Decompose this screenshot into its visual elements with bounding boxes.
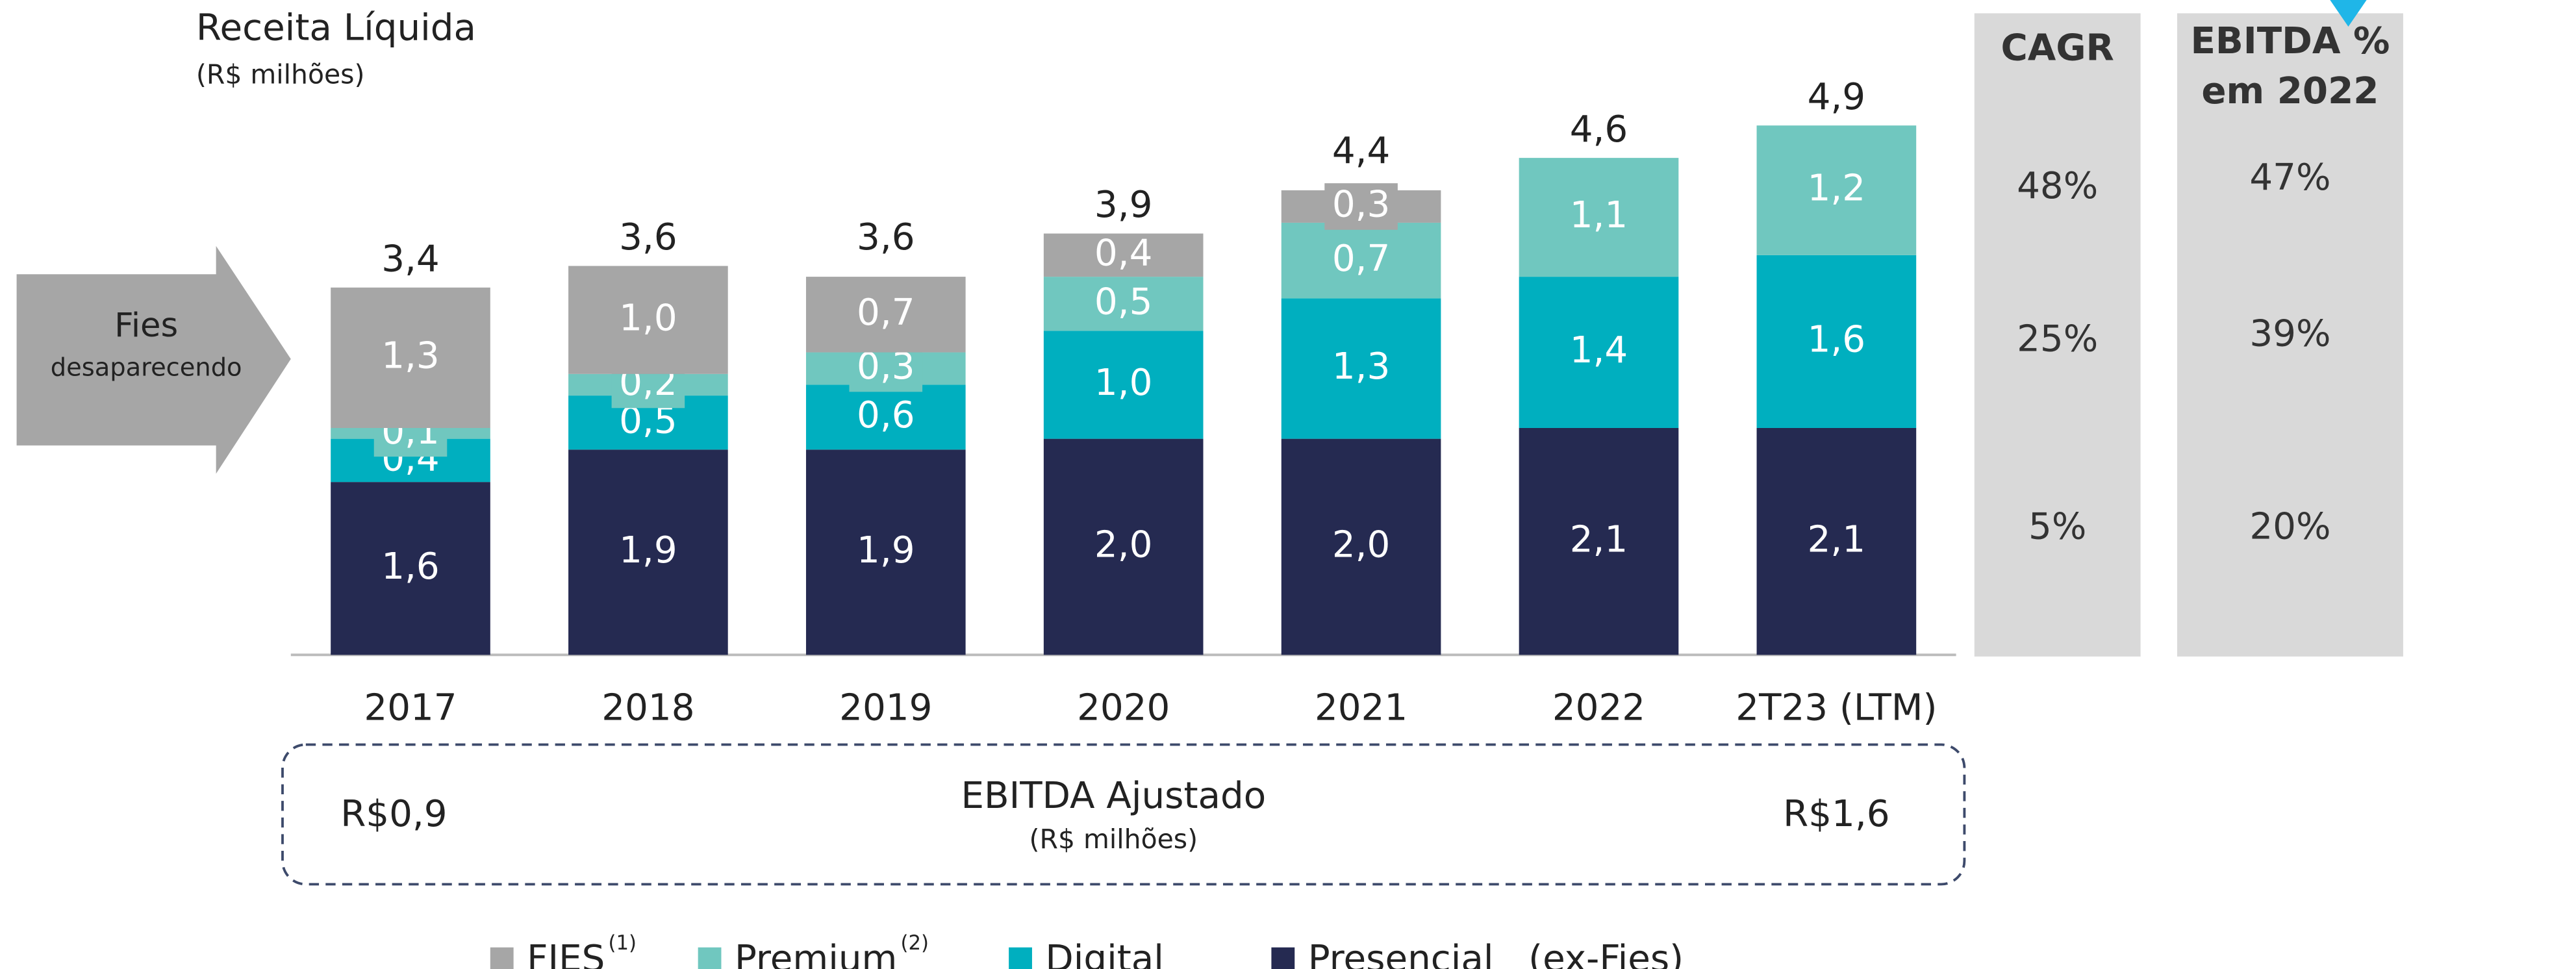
- bar-segment: [805, 277, 966, 353]
- segment-label: 1,9: [857, 529, 915, 572]
- annotation-title: Fies: [114, 307, 178, 345]
- bar-segment: [568, 266, 728, 374]
- bar-segment: [1756, 125, 1917, 255]
- segment-label: 1,1: [1570, 194, 1628, 236]
- segment-label: 0,6: [857, 394, 915, 436]
- legend-swatch: [1009, 947, 1032, 969]
- x-tick-label: 2018: [601, 686, 694, 729]
- segment-label: 1,3: [381, 334, 440, 377]
- segment-label: 1,9: [619, 529, 677, 572]
- legend-swatch: [1271, 947, 1295, 969]
- panel-value: 25%: [2017, 318, 2098, 360]
- segment-label: 0,7: [857, 292, 915, 334]
- annotation-subtitle: desaparecendo: [51, 353, 242, 383]
- bar-segment: [1756, 255, 1917, 428]
- legend-swatch: [698, 947, 722, 969]
- segment-label: 0,5: [1094, 281, 1153, 323]
- total-label: 3,6: [619, 216, 677, 258]
- segment-label: 1,0: [1094, 362, 1153, 404]
- panel-value: 20%: [2249, 505, 2330, 547]
- x-tick-label: 2022: [1552, 686, 1645, 729]
- bar-segment: [1043, 331, 1204, 439]
- fies-arrow: [16, 245, 291, 474]
- bar-segment: [1756, 427, 1917, 655]
- segment-label: 0,3: [857, 346, 915, 388]
- cagr-panel: [1974, 13, 2141, 657]
- panel-value: 47%: [2249, 157, 2330, 199]
- segment-label: 0,4: [1094, 232, 1153, 274]
- bar-segment: [1043, 438, 1204, 655]
- panel-header: em 2022: [2201, 70, 2379, 112]
- x-tick-label: 2017: [364, 686, 457, 729]
- legend-label: FIES: [527, 938, 605, 969]
- bar-segment: [331, 287, 490, 428]
- bar-segment: [1519, 427, 1679, 655]
- chart-title: Receita Líquida: [196, 7, 476, 49]
- ebitda-start: R$0,9: [340, 793, 447, 835]
- x-tick-label: 2T23 (LTM): [1736, 686, 1937, 729]
- segment-label: 1,0: [619, 297, 677, 339]
- bar-segment: [1519, 158, 1679, 277]
- ebitda-panel: [2177, 13, 2403, 657]
- label-bg: [1324, 183, 1398, 230]
- x-tick-label: 2021: [1315, 686, 1408, 729]
- panel-value: 39%: [2249, 313, 2330, 355]
- segment-label: 2,0: [1094, 524, 1153, 566]
- bar-segment: [1281, 438, 1441, 655]
- segment-label: 2,1: [1808, 518, 1866, 560]
- bar-segment: [805, 384, 966, 450]
- panel-value: 5%: [2028, 505, 2086, 547]
- total-label: 3,4: [381, 238, 440, 280]
- bar-segment: [1519, 277, 1679, 428]
- panel-header: CAGR: [2001, 27, 2114, 69]
- bar-segment: [1043, 233, 1204, 277]
- segment-label: 1,4: [1570, 329, 1628, 371]
- x-tick-label: 2019: [839, 686, 932, 729]
- total-label: 4,9: [1808, 76, 1866, 118]
- bar-segment: [331, 482, 490, 655]
- legend-note: (2): [900, 932, 928, 955]
- segment-label: 2,0: [1332, 524, 1391, 566]
- bar-segment: [1281, 222, 1441, 299]
- legend-swatch: [490, 947, 514, 969]
- ebitda-end: R$1,6: [1783, 793, 1889, 835]
- bar-segment: [1281, 298, 1441, 439]
- segment-label: 1,6: [1808, 319, 1866, 361]
- total-label: 3,6: [857, 216, 915, 258]
- segment-label: 0,7: [1332, 238, 1391, 280]
- ebitda-title: EBITDA Ajustado: [961, 775, 1266, 817]
- segment-label: 0,3: [1332, 184, 1391, 226]
- legend-label: Presencial (ex-Fies): [1308, 938, 1684, 969]
- ebitda-subtitle: (R$ milhões): [1029, 824, 1198, 855]
- ebitda-box: [281, 743, 1966, 886]
- segment-label: 1,3: [1332, 346, 1391, 388]
- legend-label: Premium: [735, 938, 897, 969]
- total-label: 4,4: [1332, 130, 1391, 172]
- legend-label: Digital: [1045, 938, 1164, 969]
- segment-label: 1,2: [1808, 168, 1866, 210]
- panel-header: EBITDA %: [2190, 20, 2390, 62]
- panel-value: 48%: [2017, 165, 2098, 207]
- bar-segment: [568, 449, 728, 655]
- marker: [2330, 0, 2367, 27]
- x-tick-label: 2020: [1077, 686, 1170, 729]
- bar-segment: [805, 449, 966, 655]
- legend-note: (1): [608, 932, 636, 955]
- chart-subtitle: (R$ milhões): [196, 59, 365, 90]
- segment-label: 1,6: [381, 546, 440, 588]
- total-label: 3,9: [1094, 184, 1153, 226]
- bar-segment: [1043, 277, 1204, 331]
- label-bg: [849, 345, 923, 392]
- total-label: 4,6: [1570, 108, 1628, 151]
- segment-label: 2,1: [1570, 518, 1628, 560]
